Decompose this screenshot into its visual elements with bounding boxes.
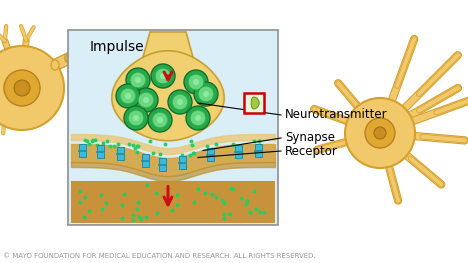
Bar xyxy=(68,30,278,225)
Ellipse shape xyxy=(194,82,218,106)
Ellipse shape xyxy=(168,90,192,114)
Bar xyxy=(207,148,214,161)
Bar xyxy=(179,156,186,169)
Polygon shape xyxy=(112,51,224,141)
Ellipse shape xyxy=(188,54,196,64)
Ellipse shape xyxy=(124,106,148,130)
Ellipse shape xyxy=(186,106,210,130)
Ellipse shape xyxy=(135,77,141,83)
Ellipse shape xyxy=(125,93,131,99)
Ellipse shape xyxy=(130,72,146,88)
Ellipse shape xyxy=(0,46,64,130)
Ellipse shape xyxy=(155,68,171,84)
Ellipse shape xyxy=(188,74,204,90)
Ellipse shape xyxy=(120,88,136,104)
Ellipse shape xyxy=(138,92,154,108)
Ellipse shape xyxy=(143,97,149,103)
Bar xyxy=(159,158,166,171)
Ellipse shape xyxy=(100,51,108,61)
Bar xyxy=(142,154,149,167)
Ellipse shape xyxy=(4,70,40,106)
Ellipse shape xyxy=(154,52,162,62)
Ellipse shape xyxy=(51,60,59,70)
Bar xyxy=(97,145,104,158)
Ellipse shape xyxy=(14,80,30,96)
Ellipse shape xyxy=(160,73,166,79)
Ellipse shape xyxy=(203,91,209,97)
Polygon shape xyxy=(140,32,196,68)
Ellipse shape xyxy=(133,115,139,121)
Ellipse shape xyxy=(148,108,172,132)
Polygon shape xyxy=(251,97,259,109)
Ellipse shape xyxy=(134,88,158,112)
Ellipse shape xyxy=(374,127,386,139)
Ellipse shape xyxy=(193,79,199,85)
Ellipse shape xyxy=(365,118,395,148)
Ellipse shape xyxy=(177,99,183,105)
Bar xyxy=(255,144,262,157)
Ellipse shape xyxy=(151,64,175,88)
Text: Synapse: Synapse xyxy=(285,132,335,144)
Bar xyxy=(235,144,242,158)
Ellipse shape xyxy=(198,86,214,102)
Ellipse shape xyxy=(118,50,126,60)
Ellipse shape xyxy=(116,84,140,108)
Ellipse shape xyxy=(345,98,415,168)
Ellipse shape xyxy=(136,51,144,61)
Ellipse shape xyxy=(83,50,91,60)
Ellipse shape xyxy=(171,53,179,63)
Ellipse shape xyxy=(206,55,214,65)
Bar xyxy=(244,93,264,113)
Ellipse shape xyxy=(66,53,74,63)
Text: © MAYO FOUNDATION FOR MEDICAL EDUCATION AND RESEARCH. ALL RIGHTS RESERVED.: © MAYO FOUNDATION FOR MEDICAL EDUCATION … xyxy=(3,253,315,259)
Text: Receptor: Receptor xyxy=(285,144,338,158)
Ellipse shape xyxy=(157,117,163,123)
Ellipse shape xyxy=(190,110,206,126)
Text: Neurotransmitter: Neurotransmitter xyxy=(285,109,388,122)
Ellipse shape xyxy=(152,112,168,128)
Ellipse shape xyxy=(195,115,201,121)
Text: Impulse: Impulse xyxy=(90,40,145,54)
Ellipse shape xyxy=(172,94,188,110)
Ellipse shape xyxy=(224,58,232,68)
Bar xyxy=(71,181,275,223)
Ellipse shape xyxy=(184,70,208,94)
Ellipse shape xyxy=(126,68,150,92)
Bar xyxy=(79,144,86,157)
Ellipse shape xyxy=(128,110,144,126)
Bar xyxy=(117,147,124,160)
